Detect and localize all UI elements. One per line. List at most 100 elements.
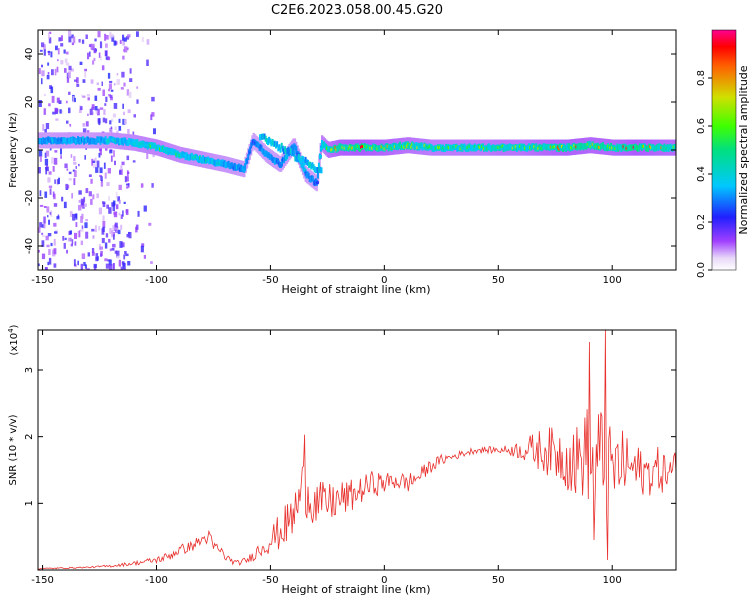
spectrogram-noise-cell [78, 39, 81, 43]
spectrogram-noise-cell [48, 171, 52, 175]
spectrogram-branch-cell [286, 147, 289, 154]
spectrogram-noise-cell [43, 48, 46, 56]
spectrogram-noise-cell [75, 222, 78, 227]
spectrogram-ridge-cell [670, 145, 673, 152]
spectrogram-noise-cell [73, 259, 76, 266]
spectrogram-ridge-cell [317, 162, 320, 169]
spectrogram-ridge-cell [156, 144, 159, 151]
colorbar-tick-label: 0.2 [696, 214, 707, 230]
spectrogram-noise-cell [59, 109, 62, 114]
spectrogram-noise-cell [80, 263, 84, 270]
spectrogram-noise-cell [118, 199, 121, 204]
spectrogram-ridge-cell [311, 175, 314, 182]
spectrogram-ridge-cell [286, 152, 289, 159]
spectrogram-y-tick-label: -20 [24, 190, 35, 206]
spectrogram-noise-cell [152, 153, 155, 158]
spectrogram-noise-cell [127, 34, 131, 38]
spectrogram-noise-cell [58, 37, 62, 42]
spectrogram-noise-cell [48, 219, 50, 225]
spectrogram-ridge-cell [201, 157, 203, 164]
spectrogram-noise-cell [45, 123, 50, 130]
spectrogram-noise-cell [43, 44, 46, 50]
spectrogram-ridge-cell [338, 143, 341, 150]
spectrogram-noise-cell [100, 176, 103, 181]
spectrogram-noise-cell [57, 214, 60, 218]
snr-series-line [38, 330, 676, 570]
spectrogram-noise-cell [135, 224, 139, 230]
spectrogram-noise-cell [85, 121, 89, 127]
spectrogram-ridge-cell [610, 143, 613, 149]
spectrogram-noise-cell [60, 60, 64, 65]
spectrogram-ridge-cell [601, 142, 604, 149]
spectrogram-branch-cell [280, 142, 283, 149]
spectrogram-ridge-cell [654, 145, 657, 152]
spectrogram-noise-cell [128, 231, 130, 234]
spectrogram-branch-cell [303, 159, 306, 166]
spectrogram-noise-cell [73, 156, 76, 162]
spectrogram-noise-cell [141, 243, 145, 248]
spectrogram-noise-cell [72, 96, 75, 103]
spectrogram-noise-cell [109, 120, 112, 125]
spectrogram-branch-cell [279, 146, 282, 153]
spectrogram-noise-cell [113, 211, 118, 218]
spectrogram-noise-cell [66, 120, 69, 124]
spectrogram-noise-cell [76, 83, 80, 87]
spectrogram-ridge-cell [140, 142, 143, 149]
spectrogram-noise-cell [99, 148, 102, 156]
spectrogram-ridge-cell [244, 163, 247, 170]
spectrogram-noise-cell [91, 106, 95, 110]
spectrogram-noise-cell [101, 81, 103, 86]
spectrogram-noise-cell [112, 232, 115, 237]
spectrogram-noise-cell [87, 97, 90, 101]
spectrogram-noise-cell [73, 162, 77, 165]
spectrogram-ridge-cell [169, 148, 172, 155]
spectrogram-noise-cell [118, 259, 121, 267]
spectrogram-noise-cell [125, 209, 129, 215]
spectrogram-ridge-cell [265, 150, 268, 157]
spectrogram-noise-cell [60, 155, 62, 159]
spectrogram-ridge-cell [229, 162, 232, 169]
spectrogram-noise-cell [70, 68, 74, 72]
spectrogram-branch-cell [311, 162, 314, 169]
spectrogram-noise-cell [38, 167, 41, 174]
snr-y-multiplier-close: ) [9, 324, 20, 328]
spectrogram-noise-cell [64, 68, 67, 73]
spectrogram-noise-cell [108, 238, 111, 243]
spectrogram-noise-cell [69, 230, 72, 235]
spectrogram-ridge-cell [253, 139, 256, 146]
spectrogram-ridge-cell [67, 137, 70, 144]
spectrogram-noise-cell [54, 150, 58, 153]
spectrogram-noise-cell [100, 250, 103, 257]
spectrogram-noise-cell [83, 196, 86, 203]
spectrogram-noise-cell [63, 242, 66, 249]
spectrogram-noise-cell [80, 229, 84, 232]
spectrogram-noise-cell [127, 171, 130, 174]
spectrogram-noise-cell [120, 165, 123, 170]
spectrogram-noise-cell [101, 65, 105, 71]
spectrogram-noise-cell [114, 160, 116, 166]
spectrogram-noise-cell [126, 47, 129, 51]
snr-panel: -150 -100 -50 0 50 100 1 2 3 Height of straight… [7, 324, 677, 596]
spectrogram-branch-cell [262, 133, 265, 140]
spectrogram-noise-cell [74, 241, 77, 246]
spectrogram-noise-cell [43, 206, 47, 208]
spectrogram-ridge-cell [59, 137, 62, 144]
spectrogram-noise-cell [122, 118, 126, 125]
spectrogram-noise-cell [105, 50, 108, 56]
spectrogram-noise-cell [84, 155, 86, 160]
spectrogram-ridge-cell [367, 145, 370, 152]
spectrogram-noise-cell [99, 107, 104, 110]
spectrogram-ridge-cell [617, 145, 620, 152]
snr-x-tick-label: 100 [603, 575, 622, 586]
spectrogram-noise-cell [43, 222, 46, 229]
spectrogram-noise-cell [127, 261, 131, 266]
spectrogram-noise-cell [122, 55, 125, 60]
spectrogram-noise-cell [110, 89, 114, 92]
spectrogram-noise-cell [70, 154, 73, 158]
spectrogram-noise-cell [88, 191, 92, 197]
spectrogram-noise-cell [41, 70, 45, 77]
spectrogram-noise-cell [111, 35, 115, 42]
spectrogram-noise-cell [48, 249, 51, 255]
spectrogram-ridge-core [280, 163, 283, 167]
spectrogram-noise-cell [85, 231, 89, 239]
